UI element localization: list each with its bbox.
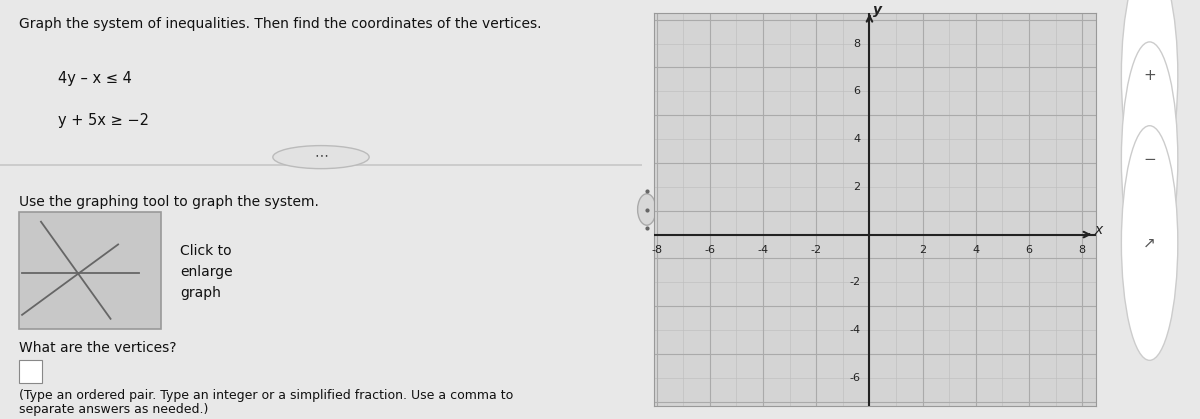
Text: ⋯: ⋯ bbox=[314, 148, 328, 162]
FancyBboxPatch shape bbox=[0, 164, 642, 166]
Text: -6: -6 bbox=[850, 373, 860, 383]
Text: −: − bbox=[1144, 152, 1156, 167]
Text: -6: -6 bbox=[704, 245, 715, 255]
Text: -2: -2 bbox=[850, 277, 860, 287]
Text: 6: 6 bbox=[1026, 245, 1032, 255]
Text: 8: 8 bbox=[1079, 245, 1086, 255]
Ellipse shape bbox=[637, 194, 656, 225]
Text: What are the vertices?: What are the vertices? bbox=[19, 341, 176, 355]
Text: 8: 8 bbox=[853, 39, 860, 49]
FancyBboxPatch shape bbox=[19, 360, 42, 383]
Text: 2: 2 bbox=[919, 245, 926, 255]
Text: (Type an ordered pair. Type an integer or a simplified fraction. Use a comma to: (Type an ordered pair. Type an integer o… bbox=[19, 389, 514, 402]
Text: y: y bbox=[872, 3, 882, 17]
Ellipse shape bbox=[272, 146, 370, 168]
Text: -4: -4 bbox=[850, 325, 860, 335]
Text: 4: 4 bbox=[972, 245, 979, 255]
Circle shape bbox=[1121, 42, 1178, 277]
Text: y + 5x ≥ −2: y + 5x ≥ −2 bbox=[58, 113, 149, 128]
Text: 2: 2 bbox=[853, 182, 860, 192]
Text: Click to
enlarge
graph: Click to enlarge graph bbox=[180, 244, 233, 300]
Circle shape bbox=[1121, 126, 1178, 360]
FancyBboxPatch shape bbox=[19, 212, 161, 329]
Text: +: + bbox=[1144, 68, 1156, 83]
Text: 4: 4 bbox=[853, 134, 860, 144]
Text: separate answers as needed.): separate answers as needed.) bbox=[19, 403, 209, 416]
Text: ↗: ↗ bbox=[1144, 235, 1156, 251]
Text: 6: 6 bbox=[853, 86, 860, 96]
Text: -4: -4 bbox=[757, 245, 769, 255]
Text: -8: -8 bbox=[652, 245, 662, 255]
Text: Graph the system of inequalities. Then find the coordinates of the vertices.: Graph the system of inequalities. Then f… bbox=[19, 17, 541, 31]
Text: -2: -2 bbox=[811, 245, 822, 255]
Text: x: x bbox=[1094, 223, 1103, 237]
Text: Use the graphing tool to graph the system.: Use the graphing tool to graph the syste… bbox=[19, 195, 319, 209]
Text: 4y – x ≤ 4: 4y – x ≤ 4 bbox=[58, 71, 132, 86]
Circle shape bbox=[1121, 0, 1178, 193]
